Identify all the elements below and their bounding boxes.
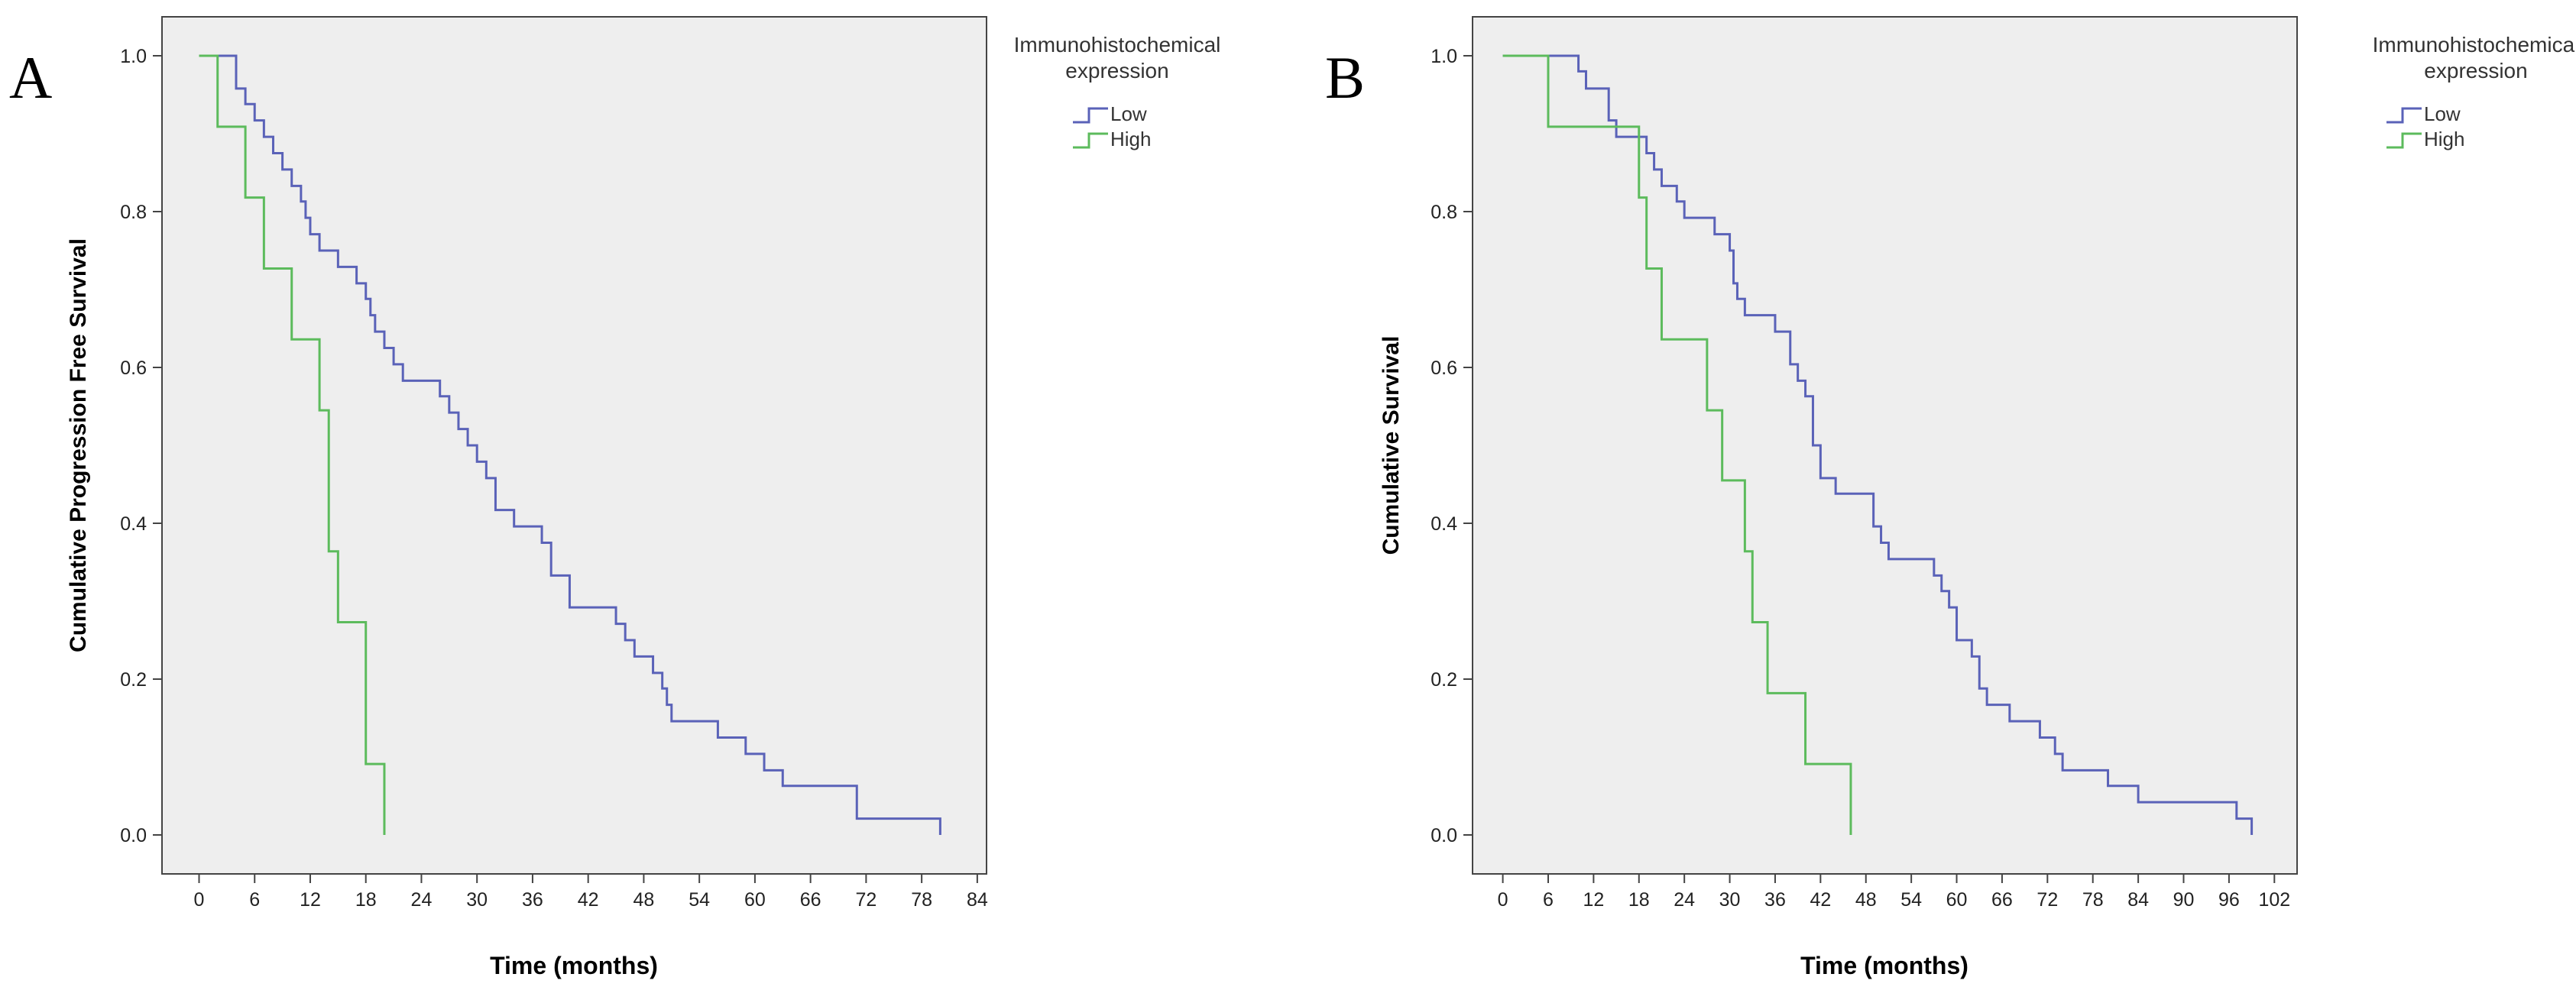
km-curve-low: [199, 54, 941, 835]
legend-high-label: High: [1110, 128, 1151, 150]
legend-high-swatch: [2386, 132, 2422, 149]
legend-high-label: High: [2424, 128, 2464, 150]
x-tick-label: 60: [744, 889, 766, 911]
panel-label: A: [9, 44, 52, 111]
km-curve-high: [199, 54, 386, 835]
x-tick-label: 12: [300, 889, 321, 911]
x-tick-label: 72: [855, 889, 876, 911]
x-tick-label: 72: [2036, 889, 2058, 911]
y-tick-label: 0.2: [1431, 669, 1457, 691]
y-axis-title: Cumulative Progression Free Survival: [66, 238, 91, 652]
x-tick-label: 102: [2258, 889, 2290, 911]
y-tick-label: 0.0: [1431, 825, 1457, 846]
x-tick-label: 60: [1946, 889, 1968, 911]
x-tick-label: 84: [967, 889, 988, 911]
panel-a: A 0 6 12 18 24 30 36 42 48 54 60 66 72 78 840.00.20.40…: [9, 16, 1221, 979]
legend-low-label: Low: [1110, 102, 1147, 125]
legend: Immunohistochemical expression Low High: [2373, 33, 2576, 150]
x-tick-label: 30: [466, 889, 488, 911]
x-tick-label: 18: [355, 889, 377, 911]
x-tick-label: 6: [249, 889, 260, 911]
x-tick-label: 0: [194, 889, 205, 911]
x-tick-label: 48: [1855, 889, 1877, 911]
x-tick-label: 78: [911, 889, 932, 911]
x-tick-label: 90: [2173, 889, 2195, 911]
y-tick-label: 0.6: [120, 358, 147, 379]
x-tick-label: 24: [411, 889, 433, 911]
y-tick-label: 1.0: [120, 46, 147, 67]
x-tick-label: 12: [1583, 889, 1604, 911]
x-tick-label: 66: [800, 889, 821, 911]
x-axis-title: Time (months): [490, 952, 658, 979]
y-tick-label: 0.8: [120, 202, 147, 223]
x-tick-label: 6: [1543, 889, 1554, 911]
x-tick-label: 36: [1764, 889, 1786, 911]
legend-title: Immunohistochemical: [2373, 33, 2576, 57]
legend-high-swatch: [1073, 132, 1108, 149]
legend: Immunohistochemical expression Low High: [1014, 33, 1221, 150]
axis-ticks: 0 6 12 18 24 30 36 42 48 54 60 66 72 78 84 90 96 102 0.0 0.…: [1431, 46, 2290, 911]
x-tick-label: 24: [1674, 889, 1695, 911]
legend-low-label: Low: [2424, 102, 2461, 125]
x-tick-label: 0: [1498, 889, 1508, 911]
x-tick-label: 18: [1628, 889, 1650, 911]
x-tick-label: 54: [689, 889, 710, 911]
x-tick-label: 48: [633, 889, 655, 911]
panel-b: B 0 6 12 18 24 30 36 42 48 54 60 66 72 78 84 90 96 102 0.0…: [1325, 16, 2576, 979]
axis-ticks: 0 6 12 18 24 30 36 42 48 54 60 66 72 78 84 0.0 0.2 0.4 0.6…: [120, 46, 988, 911]
x-tick-label: 66: [1991, 889, 2013, 911]
legend-low-swatch: [1073, 107, 1108, 124]
plot-area: [1472, 16, 2298, 875]
x-tick-label: 42: [578, 889, 599, 911]
x-tick-label: 42: [1810, 889, 1831, 911]
survival-curves: [1502, 54, 2254, 835]
x-axis-title: Time (months): [1800, 952, 1968, 979]
y-tick-label: 0.8: [1431, 202, 1457, 223]
x-tick-label: 96: [2218, 889, 2240, 911]
x-tick-label: 84: [2127, 889, 2149, 911]
y-tick-label: 1.0: [1431, 46, 1457, 67]
km-curve-high: [1502, 54, 1852, 835]
y-tick-label: 0.2: [120, 669, 147, 691]
panel-label: B: [1325, 44, 1365, 111]
plot-area: [161, 16, 987, 875]
x-tick-label: 54: [1900, 889, 1922, 911]
y-tick-label: 0.4: [120, 513, 147, 535]
x-tick-label: 78: [2082, 889, 2104, 911]
y-tick-label: 0.6: [1431, 358, 1457, 379]
legend-subtitle: expression: [2424, 59, 2527, 83]
legend-subtitle: expression: [1065, 59, 1168, 83]
km-curve-low: [1502, 54, 2254, 835]
y-tick-label: 0.4: [1431, 513, 1457, 535]
x-tick-label: 36: [522, 889, 543, 911]
legend-title: Immunohistochemical: [1014, 33, 1221, 57]
y-tick-label: 0.0: [120, 825, 147, 846]
survival-curves: [199, 54, 941, 835]
y-axis-title: Cumulative Survival: [1379, 336, 1404, 555]
x-tick-label: 30: [1719, 889, 1741, 911]
legend-low-swatch: [2386, 107, 2422, 124]
